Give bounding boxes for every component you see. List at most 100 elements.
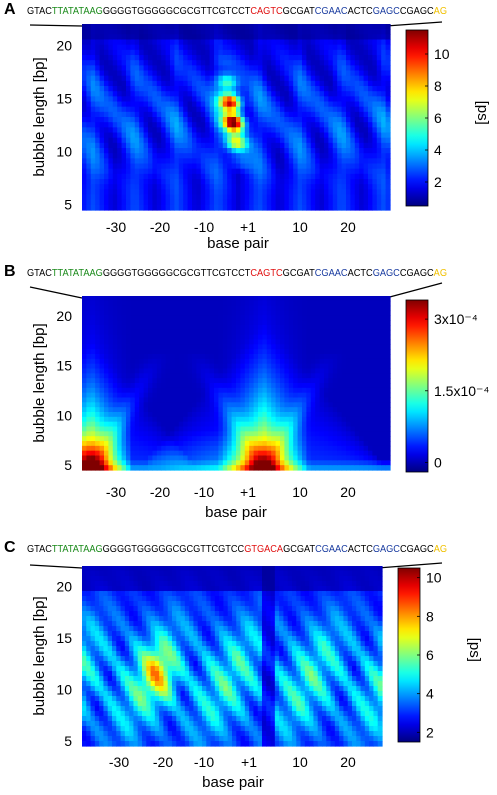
heatmap-cell [139,111,145,118]
heatmap-cell [240,460,246,466]
heatmap-cell [350,60,356,66]
heatmap-cell [130,441,136,447]
heatmap-cell [319,310,325,316]
heatmap-cell [302,194,307,201]
heatmap-cell [134,34,140,41]
heatmap-cell [90,142,96,149]
heatmap-cell [341,106,347,113]
heatmap-cell [337,460,343,466]
heatmap-cell [108,132,114,139]
heatmap-cell [99,431,105,437]
heatmap-cell [324,117,329,123]
heatmap-cell [346,96,351,103]
heatmap-cell [262,163,268,170]
heatmap-cell [306,460,312,466]
heatmap-cell [222,29,228,35]
heatmap-cell [332,39,338,46]
heatmap-cell [218,334,224,341]
heatmap-cell [121,80,127,87]
heatmap-cell [112,310,118,316]
heatmap-cell [341,70,347,77]
heatmap-cell [262,431,268,437]
heatmap-cell [117,407,123,413]
heatmap-cell [310,392,316,399]
heatmap-cell [302,142,307,149]
heatmap-cell [205,158,211,165]
heatmap-cell [218,344,224,350]
heatmap-cell [258,378,263,384]
heatmap-cell [337,194,343,201]
heatmap-cell [381,189,387,196]
heatmap-cell [121,402,127,408]
heatmap-cell [95,392,101,399]
heatmap-cell [108,194,114,201]
heatmap-cell [288,320,294,326]
heatmap-cell [134,101,140,108]
heatmap-cell [222,441,228,447]
heatmap-cell [337,310,343,316]
heatmap-cell [183,86,189,92]
heatmap-cell [297,373,303,379]
heatmap-cell [108,24,114,30]
heatmap-cell [288,325,294,331]
sequence-segment: GTAC [27,267,52,279]
heatmap-cell [315,34,321,41]
heatmap-cell [95,460,101,466]
heatmap-cell [200,378,206,384]
heatmap-cell [178,96,184,103]
heatmap-cell [240,412,246,418]
heatmap-cell [288,91,294,97]
heatmap-cell [112,106,118,113]
heatmap-cell [337,421,343,428]
heatmap-cell [315,358,321,365]
heatmap-cell [310,344,316,350]
heatmap-cell [363,450,369,457]
heatmap-cell [359,349,365,355]
heatmap-cell [337,450,343,457]
heatmap-cell [359,117,365,123]
heatmap-cell [244,412,250,418]
heatmap-cell [130,354,136,360]
heatmap-cell [310,80,316,87]
heatmap-cell [385,163,391,170]
heatmap-cell [284,179,290,185]
heatmap-cell [183,445,189,452]
heatmap-cell [240,402,246,408]
heatmap-cell [258,450,263,457]
heatmap-cell [170,163,175,170]
heatmap-cell [82,194,87,201]
heatmap-cell [315,349,321,355]
heatmap-cell [183,368,189,374]
x-axis-label: base pair [207,235,269,252]
heatmap-cell [275,101,281,108]
heatmap-cell [95,204,101,211]
heatmap-cell [346,173,351,180]
heatmap-cell [165,34,171,41]
heatmap-cell [222,137,228,144]
heatmap-cell [112,402,118,408]
heatmap-cell [376,55,382,61]
heatmap-cell [178,137,184,144]
heatmap-cell [139,455,145,461]
heatmap-cell [302,91,307,97]
heatmap-cell [350,363,356,370]
heatmap-cell [112,329,118,336]
heatmap-cell [310,49,316,56]
heatmap-cell [86,455,92,461]
heatmap-cell [200,358,206,365]
heatmap-cell [341,310,347,316]
heatmap-cell [354,397,360,403]
heatmap-cell [354,431,360,437]
heatmap-cell [192,184,197,190]
heatmap-cell [249,363,255,370]
heatmap-cell [134,387,140,394]
heatmap-cell [266,189,272,196]
heatmap-cell [183,117,189,123]
heatmap-cell [161,320,167,326]
heatmap-cell [178,122,184,128]
heatmap-cell [368,60,373,66]
heatmap-cell [332,339,338,345]
heatmap-cell [363,445,369,452]
heatmap-cell [196,334,202,341]
heatmap-cell [376,127,382,134]
